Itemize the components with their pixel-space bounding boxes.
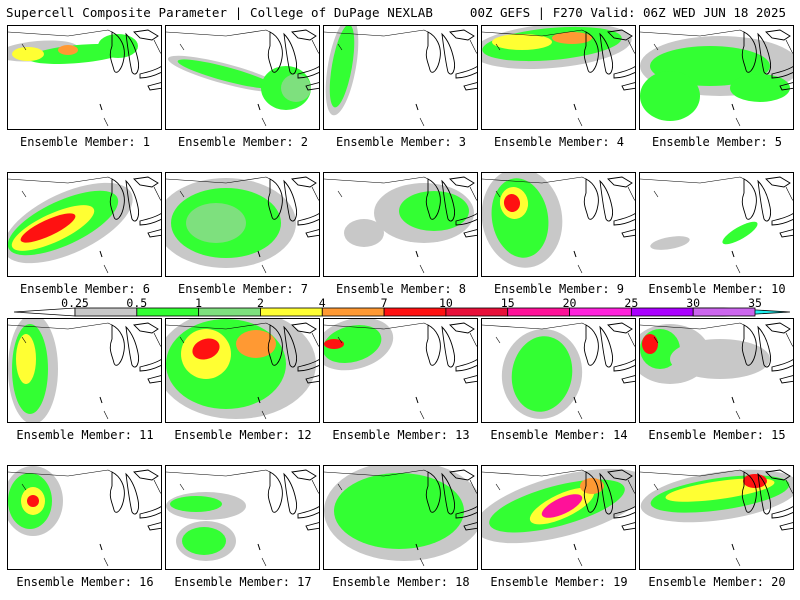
map-field <box>324 319 477 420</box>
legend-tick-label: 25 <box>624 296 639 310</box>
map-panel <box>323 25 478 130</box>
ensemble-member-label: Ensemble Member: 4 <box>493 135 625 149</box>
map-panel <box>323 318 478 423</box>
map-field <box>640 469 793 567</box>
map-panel <box>639 25 794 130</box>
map-panel <box>639 172 794 277</box>
ensemble-member-label: Ensemble Member: 5 <box>651 135 783 149</box>
map-panel <box>7 465 162 570</box>
legend-tick-label: 0.5 <box>126 296 148 310</box>
map-field <box>166 29 319 127</box>
map-panel <box>165 25 320 130</box>
map-field <box>8 319 161 422</box>
legend-tick-label: 1 <box>195 296 203 310</box>
ensemble-member-label: Ensemble Member: 18 <box>332 575 470 589</box>
ensemble-member-label: Ensemble Member: 11 <box>16 428 154 442</box>
ensemble-member-label: Ensemble Member: 10 <box>648 282 786 296</box>
map-field <box>640 322 793 420</box>
map-field <box>482 322 635 420</box>
legend-swatch <box>569 307 632 317</box>
legend-swatch <box>198 307 261 317</box>
legend-tick-label: 10 <box>438 296 453 310</box>
map-panel <box>481 465 636 570</box>
ensemble-member-label: Ensemble Member: 17 <box>174 575 312 589</box>
legend-tick-label: 30 <box>686 296 701 310</box>
legend-tick-label: 20 <box>562 296 577 310</box>
map-field <box>166 176 319 274</box>
map-field <box>166 469 319 567</box>
legend-swatch <box>507 307 570 317</box>
legend-tick-label: 0.25 <box>61 296 89 310</box>
map-panel <box>639 318 794 423</box>
legend-tick-label: 7 <box>380 296 388 310</box>
map-field <box>640 29 793 127</box>
map-field <box>8 29 161 127</box>
map-field <box>640 176 793 274</box>
ensemble-member-label: Ensemble Member: 8 <box>335 282 467 296</box>
legend-swatch <box>383 307 447 317</box>
ensemble-member-label: Ensemble Member: 20 <box>648 575 786 589</box>
map-panel <box>7 172 162 277</box>
legend-tick-label: 2 <box>256 296 264 310</box>
legend-tick-label: 15 <box>500 296 515 310</box>
map-panel <box>481 318 636 423</box>
map-panel <box>165 318 320 423</box>
map-panel <box>165 465 320 570</box>
ensemble-member-label: Ensemble Member: 9 <box>493 282 625 296</box>
map-field <box>8 176 161 274</box>
map-panel <box>481 172 636 277</box>
color-legend <box>13 307 791 317</box>
map-field <box>166 319 319 420</box>
map-title: Supercell Composite Parameter | College … <box>6 5 434 20</box>
legend-swatch <box>692 307 756 317</box>
ensemble-member-label: Ensemble Member: 13 <box>332 428 470 442</box>
map-field <box>482 468 635 567</box>
map-field <box>482 26 635 127</box>
map-panel <box>7 318 162 423</box>
map-field <box>324 466 477 567</box>
map-field <box>8 466 161 567</box>
run-valid-time: 00Z GEFS | F270 Valid: 06Z WED JUN 18 20… <box>469 5 786 20</box>
map-field <box>324 176 477 274</box>
ensemble-member-label: Ensemble Member: 1 <box>19 135 151 149</box>
map-field <box>482 173 635 274</box>
ensemble-member-label: Ensemble Member: 19 <box>490 575 628 589</box>
ensemble-member-label: Ensemble Member: 15 <box>648 428 786 442</box>
map-panel <box>165 172 320 277</box>
map-panel <box>7 25 162 130</box>
ensemble-member-label: Ensemble Member: 16 <box>16 575 154 589</box>
legend-swatch <box>630 307 694 317</box>
ensemble-member-label: Ensemble Member: 6 <box>19 282 151 296</box>
map-field <box>324 26 477 127</box>
legend-swatch <box>321 307 385 317</box>
legend-swatch <box>445 307 509 317</box>
ensemble-member-label: Ensemble Member: 2 <box>177 135 309 149</box>
ensemble-member-label: Ensemble Member: 7 <box>177 282 309 296</box>
legend-tick-label: 4 <box>318 296 326 310</box>
legend-tick-label: 35 <box>748 296 762 310</box>
ensemble-member-label: Ensemble Member: 14 <box>490 428 628 442</box>
map-panel <box>639 465 794 570</box>
map-panel <box>481 25 636 130</box>
ensemble-member-label: Ensemble Member: 3 <box>335 135 467 149</box>
map-panel <box>323 172 478 277</box>
ensemble-member-label: Ensemble Member: 12 <box>174 428 312 442</box>
legend-swatch <box>260 307 323 317</box>
map-panel <box>323 465 478 570</box>
